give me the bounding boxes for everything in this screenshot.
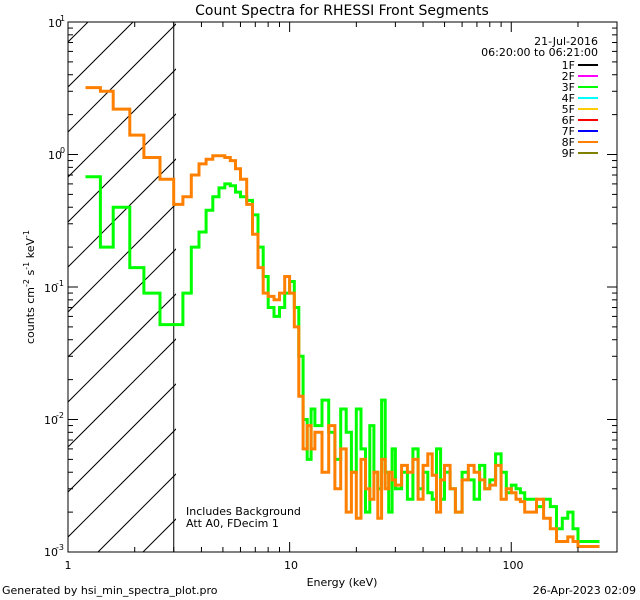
svg-text:-3: -3 <box>56 543 64 552</box>
generated-by-label: Generated by hsi_min_spectra_plot.pro <box>2 584 218 597</box>
svg-text:0: 0 <box>60 146 65 155</box>
date-label: 21-Jul-2016 <box>534 35 598 48</box>
svg-text:1F: 1F <box>562 59 575 72</box>
axis-ticks <box>67 21 618 553</box>
svg-text:-1: -1 <box>56 279 64 288</box>
y-tick-label: 10 1 <box>48 14 65 30</box>
legend-entry-4f: 4F <box>562 92 598 105</box>
legend-entry-7f: 7F <box>562 125 598 138</box>
hatch-line <box>68 428 176 538</box>
svg-text:5F: 5F <box>562 103 575 116</box>
y-tick-label: 10 -2 <box>44 411 64 427</box>
svg-text:6F: 6F <box>562 114 575 127</box>
legend-entry-9f: 9F <box>562 147 598 160</box>
svg-text:4F: 4F <box>562 92 575 105</box>
x-tick-label: 1 <box>65 559 72 572</box>
annotation-background: Includes Background <box>186 505 301 518</box>
legend-entry-2f: 2F <box>562 70 598 83</box>
svg-text:1: 1 <box>60 14 65 23</box>
legend-entry-1f: 1F <box>562 59 598 72</box>
hatch-line <box>68 248 176 358</box>
svg-text:10: 10 <box>48 149 62 162</box>
series-layer <box>85 86 600 548</box>
y-axis-label: counts cm-2 s-1 keV-1 <box>22 230 37 344</box>
x-axis-label: Energy (keV) <box>307 576 378 589</box>
hatch-line <box>68 383 176 493</box>
svg-text:3F: 3F <box>562 81 575 94</box>
legend-entry-8f: 8F <box>562 136 598 149</box>
svg-text:8F: 8F <box>562 136 575 149</box>
svg-text:10: 10 <box>48 17 62 30</box>
legend-entry-3f: 3F <box>562 81 598 94</box>
legend-entry-5f: 5F <box>562 103 598 116</box>
y-tick-label: 10 0 <box>48 146 65 162</box>
x-tick-label: 10 <box>284 559 298 572</box>
svg-text:10: 10 <box>44 546 58 559</box>
time-range-label: 06:20:00 to 06:21:00 <box>481 46 598 59</box>
series-line-8f <box>85 86 600 548</box>
svg-text:7F: 7F <box>562 125 575 138</box>
timestamp-label: 26-Apr-2023 02:09 <box>533 584 636 597</box>
svg-text:-2: -2 <box>56 411 64 420</box>
svg-text:2F: 2F <box>562 70 575 83</box>
y-tick-label: 10 -3 <box>44 543 64 559</box>
hatched-region <box>68 22 176 552</box>
y-tick-label: 10 -1 <box>44 279 64 295</box>
svg-text:10: 10 <box>44 414 58 427</box>
legend: 1F 2F 3F 4F 5F 6F 7F 8F 9F <box>562 59 598 160</box>
hatch-line <box>68 68 176 178</box>
chart-title: Count Spectra for RHESSI Front Segments <box>195 3 489 19</box>
x-tick-label: 100 <box>503 559 524 572</box>
annotation-attenuator: Att A0, FDecim 1 <box>186 517 279 530</box>
series-line-3f <box>85 175 600 543</box>
hatch-line <box>68 23 176 133</box>
legend-entry-6f: 6F <box>562 114 598 127</box>
svg-text:9F: 9F <box>562 147 575 160</box>
svg-text:10: 10 <box>44 282 58 295</box>
hatch-line <box>68 203 176 313</box>
